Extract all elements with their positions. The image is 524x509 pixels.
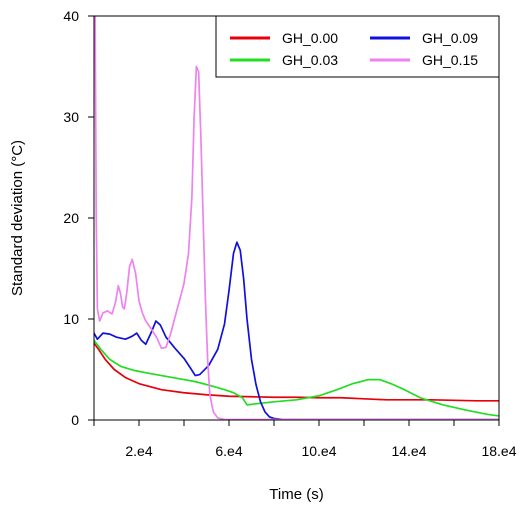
series-line-4 [94,16,499,420]
legend-label: GH_0.09 [422,30,478,46]
series-line-2 [94,339,499,417]
legend-label: GH_0.00 [282,30,338,46]
x-axis: 2.e4 6.e4 10.e4 14.e4 18.e4 [93,420,517,459]
series-line-3 [94,241,499,420]
x-tick-label: 14.e4 [391,443,426,459]
y-tick-label: 30 [63,109,79,125]
y-tick-label: 20 [63,210,79,226]
y-axis: 0 10 20 30 40 [63,8,94,428]
series-lines [94,16,499,420]
y-tick-label: 0 [71,412,79,428]
x-tick-label: 18.e4 [481,443,516,459]
y-tick-label: 10 [63,311,79,327]
series-line-1 [94,342,499,402]
x-axis-title: Time (s) [269,486,323,503]
legend: GH_0.00 GH_0.03 GH_0.09 GH_0.15 [215,15,500,78]
y-tick-label: 40 [63,8,79,24]
legend-label: GH_0.15 [422,52,478,68]
y-axis-title: Standard deviation (°C) [9,140,26,296]
legend-box [215,15,500,78]
x-tick-label: 6.e4 [215,443,242,459]
x-tick-label: 10.e4 [301,443,336,459]
legend-label: GH_0.03 [282,52,338,68]
x-tick-label: 2.e4 [125,443,152,459]
